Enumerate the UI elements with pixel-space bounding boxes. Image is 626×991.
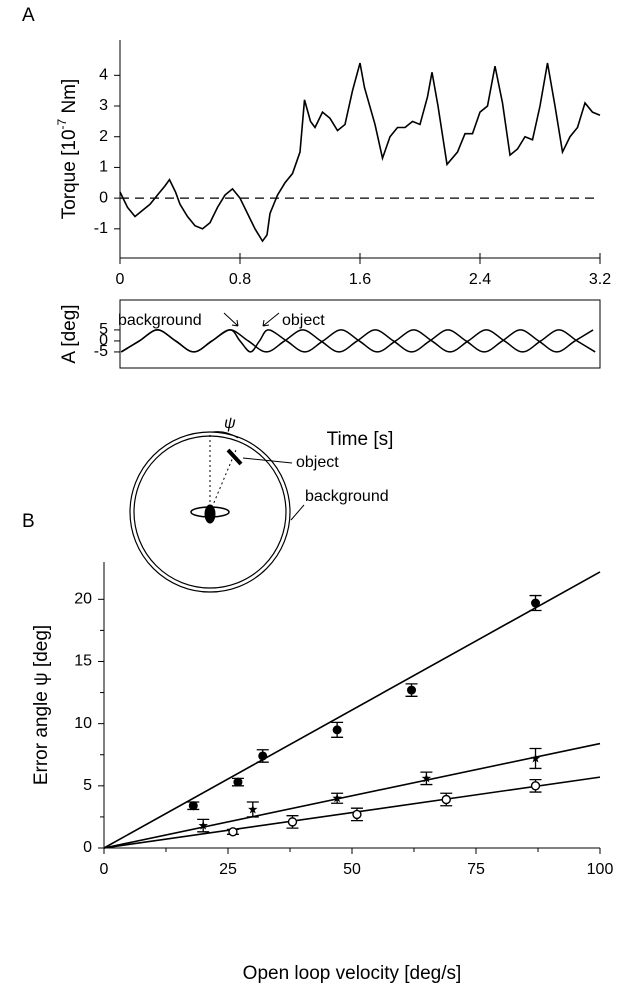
x-tick-label: 2.4 (469, 271, 491, 288)
plot-frame (119, 299, 601, 369)
point (188, 801, 198, 811)
fit-line (103, 742, 601, 849)
fit-line (103, 776, 601, 849)
y-axis-label-part: Nm] (59, 79, 80, 119)
y-tick-label: 1 (99, 159, 108, 176)
x-tick-label: 100 (587, 861, 614, 878)
arena-outer (129, 431, 291, 593)
y-axis-label: Error angle ψ [deg] (31, 625, 52, 785)
y-tick-label: 0 (99, 189, 108, 206)
y-axis-label-part: Torque [10 (59, 129, 80, 219)
x-tick-label: 0 (116, 271, 125, 288)
x-tick-label: 50 (343, 861, 361, 878)
annotation: object (282, 312, 325, 329)
inset-diagram (129, 431, 305, 593)
fit-line (103, 571, 601, 849)
x-tick-label: 1.6 (349, 271, 371, 288)
x-tick-label: 3.2 (589, 271, 611, 288)
point (530, 753, 541, 763)
point (530, 781, 541, 791)
point (332, 793, 342, 803)
x-tick-label: 0.8 (229, 271, 251, 288)
psi-arc (211, 431, 239, 439)
torque-trace (119, 62, 601, 243)
point (332, 725, 342, 735)
point (228, 827, 238, 837)
y-tick-label: 4 (99, 67, 108, 84)
panel-label: A (22, 5, 35, 26)
y-axis-label-part: -7 (55, 118, 69, 129)
y-tick-label: 15 (74, 653, 92, 670)
background-leader (290, 504, 305, 521)
point (441, 794, 451, 805)
annotation: background (118, 312, 202, 329)
y-axis-label: Torque [10-7 Nm] (55, 79, 80, 220)
point (421, 773, 432, 783)
x-tick-label: 25 (219, 861, 237, 878)
y-tick-label: 5 (99, 321, 108, 338)
y-axis-label: A [deg] (59, 304, 80, 363)
object-direction (209, 449, 237, 513)
object-leader (242, 457, 293, 464)
y-tick-label: 3 (99, 97, 108, 114)
y-tick-label: 20 (74, 591, 92, 608)
point (233, 777, 243, 787)
point (248, 804, 258, 814)
x-tick-label: 0 (100, 861, 109, 878)
stimulus-trace (120, 329, 596, 353)
annotation-arrow (223, 312, 239, 327)
fly-body (204, 504, 216, 524)
panel-label: B (22, 511, 35, 532)
annotation: object (296, 454, 339, 471)
point (198, 820, 208, 830)
x-tick-label: 75 (467, 861, 485, 878)
y-tick-label: 0 (99, 332, 108, 349)
y-tick-label: 5 (83, 777, 92, 794)
y-tick-label: 2 (99, 128, 108, 145)
point (407, 685, 417, 695)
x-axis-label: Open loop velocity [deg/s] (243, 963, 462, 984)
point (258, 751, 268, 761)
point (287, 817, 298, 827)
point (352, 809, 362, 820)
point (531, 598, 541, 608)
annotation: ψ (224, 415, 236, 432)
annotation-arrow (262, 312, 280, 327)
y-tick-label: -5 (94, 343, 108, 360)
stimulus-trace (120, 329, 594, 353)
object-bar (226, 448, 243, 466)
y-tick-label: -1 (94, 220, 108, 237)
y-tick-label: 10 (74, 715, 92, 732)
annotation: background (305, 488, 389, 505)
x-axis-label: Time [s] (327, 429, 394, 450)
y-tick-label: 0 (83, 839, 92, 856)
